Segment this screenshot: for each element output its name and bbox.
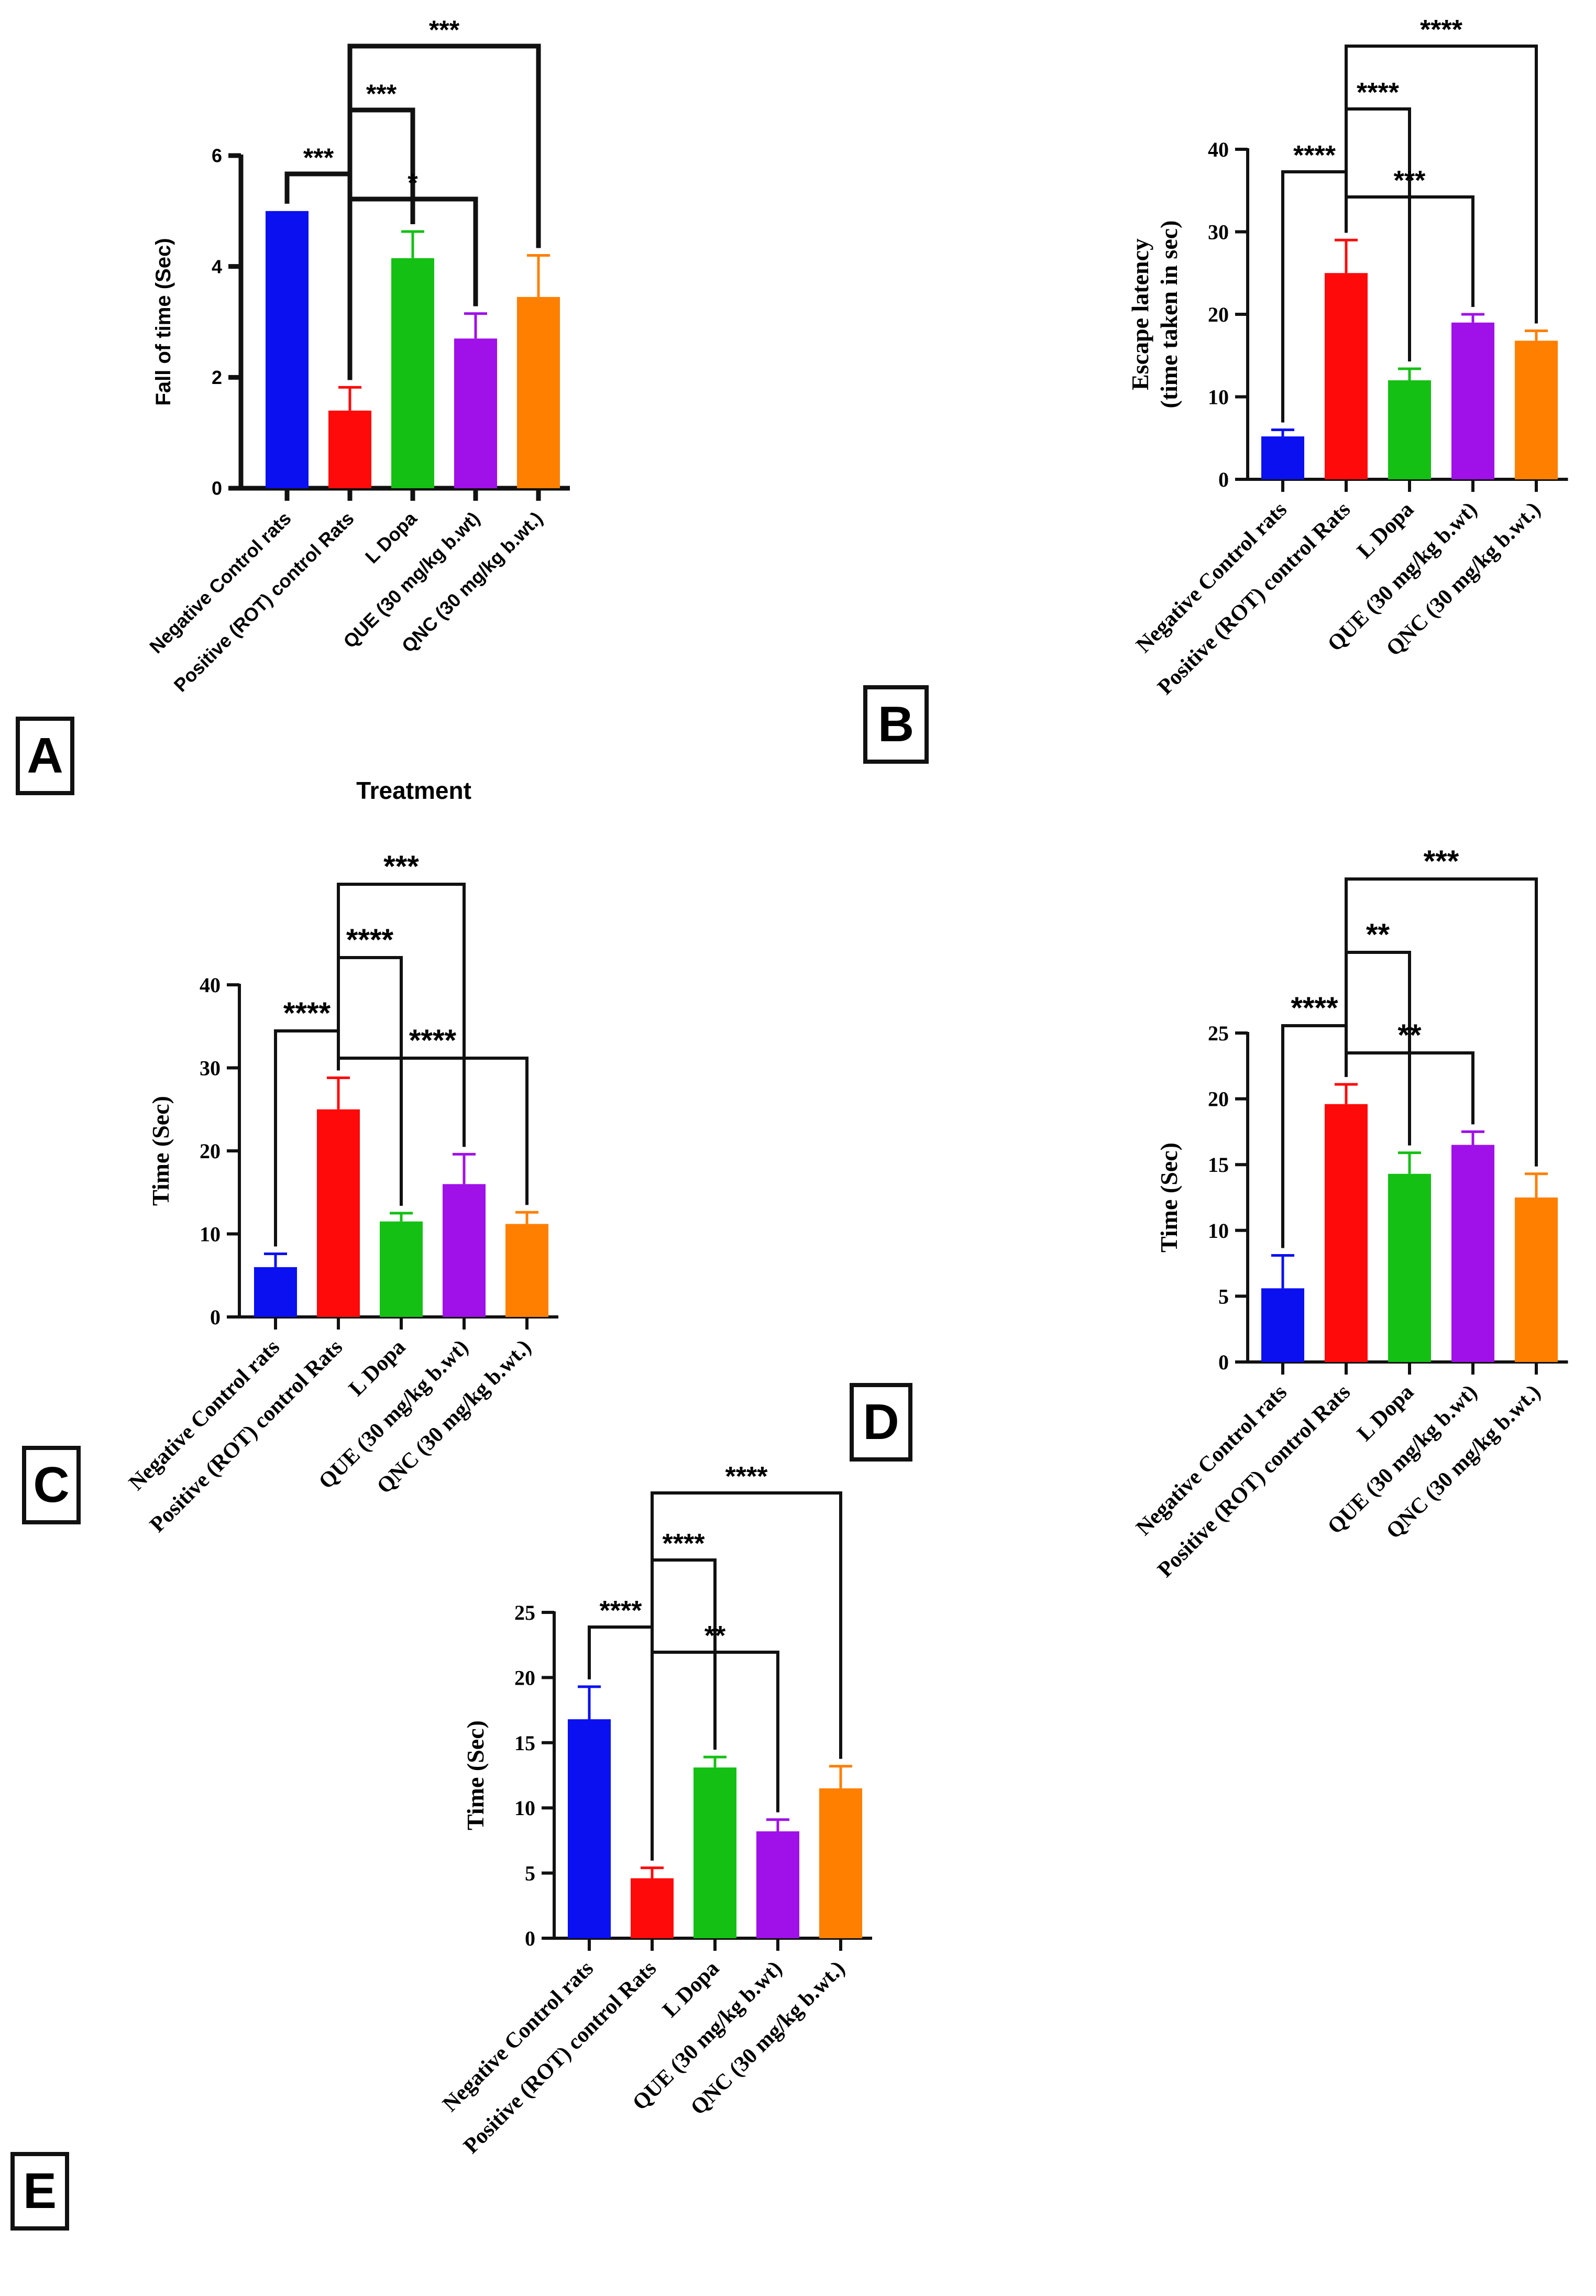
c-bar	[505, 1224, 548, 1317]
b-y-tick-label: 10	[1208, 386, 1229, 409]
b-significance-bracket	[1345, 195, 1474, 307]
b-bar	[1325, 273, 1368, 479]
panel-label-c: C	[22, 1446, 81, 1524]
c-y-tick-label: 30	[200, 1057, 221, 1080]
d-y-tick-label: 15	[1208, 1153, 1229, 1177]
e-bar	[756, 1831, 799, 1938]
d-y-tick-label: 20	[1208, 1087, 1229, 1111]
c-bar	[254, 1267, 297, 1317]
e-bar	[819, 1788, 862, 1938]
b-bar	[1451, 322, 1494, 479]
a-y-axis-label: Fall of time (Sec)	[152, 238, 175, 405]
c-significance-bracket	[274, 1029, 340, 1247]
e-bar	[631, 1878, 674, 1938]
d-significance-bracket	[1345, 951, 1411, 1146]
b-significance-label: ****	[1357, 78, 1400, 108]
c-bar	[380, 1221, 423, 1317]
b-bar	[1261, 436, 1304, 479]
e-y-tick-label: 5	[525, 1862, 535, 1885]
d-bar	[1325, 1104, 1368, 1362]
a-significance-label: ***	[303, 143, 334, 172]
d-y-tick-label: 10	[1208, 1219, 1229, 1243]
d-y-tick-label: 25	[1208, 1021, 1229, 1045]
c-bar	[443, 1184, 486, 1317]
d-bar	[1261, 1288, 1304, 1362]
c-significance-bracket	[337, 1057, 529, 1205]
c-significance-label: ****	[283, 996, 331, 1030]
b-y-axis-label: Escape latency	[1127, 238, 1153, 390]
a-significance-label: ***	[366, 79, 397, 108]
d-y-tick-label: 5	[1218, 1284, 1229, 1308]
d-bar	[1515, 1198, 1558, 1362]
e-significance-bracket	[651, 1651, 779, 1861]
d-bar	[1451, 1145, 1494, 1362]
e-bar	[694, 1767, 736, 1938]
panel-label-d: D	[850, 1383, 912, 1462]
a-bar	[266, 211, 309, 488]
d-significance-label: ****	[1291, 991, 1338, 1025]
c-y-tick-label: 20	[200, 1139, 221, 1163]
b-significance-label: ****	[1293, 140, 1336, 171]
d-significance-label: **	[1397, 1018, 1422, 1052]
b-y-tick-label: 40	[1208, 138, 1229, 161]
d-y-axis-label: Time (Sec)	[1155, 1142, 1182, 1253]
a-bar	[517, 296, 560, 488]
d-significance-label: ***	[1424, 844, 1459, 878]
b-y-tick-label: 0	[1218, 468, 1229, 491]
d-significance-label: **	[1366, 918, 1390, 952]
b-significance-label: ***	[1394, 166, 1426, 196]
c-significance-label: ****	[409, 1024, 457, 1058]
panel-label-e: E	[10, 2152, 69, 2231]
e-bar	[568, 1719, 611, 1938]
e-y-tick-label: 0	[525, 1927, 535, 1950]
a-category-label: L Dopa	[361, 507, 421, 567]
a-y-tick-label: 2	[212, 367, 222, 388]
a-bar	[391, 258, 434, 488]
e-y-tick-label: 25	[514, 1601, 535, 1624]
c-bar	[317, 1109, 360, 1317]
d-y-tick-label: 0	[1218, 1350, 1229, 1374]
e-significance-label: ****	[663, 1529, 706, 1559]
c-significance-bracket	[337, 956, 403, 1206]
c-y-tick-label: 0	[210, 1305, 221, 1329]
c-y-tick-label: 40	[200, 973, 221, 997]
b-bar	[1388, 380, 1431, 479]
b-y-axis-label-2: (time taken in sec)	[1155, 221, 1182, 409]
e-y-axis-label: Time (Sec)	[462, 1720, 489, 1830]
c-y-axis-label: Time (Sec)	[147, 1096, 174, 1206]
a-significance-label: ***	[429, 15, 460, 45]
a-significance-bracket	[347, 196, 478, 380]
a-x-axis-label: Treatment	[356, 777, 471, 804]
b-significance-label: ****	[1420, 15, 1463, 45]
e-significance-label: ****	[600, 1596, 643, 1626]
e-y-tick-label: 20	[514, 1666, 535, 1689]
d-significance-bracket	[1345, 1051, 1474, 1125]
e-y-tick-label: 10	[514, 1796, 535, 1820]
a-y-tick-label: 0	[212, 478, 222, 499]
b-bar	[1515, 340, 1558, 479]
b-y-tick-label: 30	[1208, 221, 1229, 244]
d-significance-bracket	[1281, 1024, 1348, 1248]
c-significance-label: ***	[383, 850, 419, 884]
e-y-tick-label: 15	[514, 1731, 535, 1755]
a-y-tick-label: 4	[212, 256, 222, 277]
panel-label-a: A	[16, 717, 74, 795]
a-bar	[454, 338, 497, 488]
e-significance-label: **	[705, 1621, 726, 1651]
panel-label-b: B	[863, 685, 929, 764]
a-significance-label: *	[408, 168, 418, 197]
c-y-tick-label: 10	[200, 1223, 221, 1246]
a-bar	[328, 410, 371, 488]
a-y-tick-label: 6	[212, 145, 222, 167]
b-y-tick-label: 20	[1208, 303, 1229, 326]
d-bar	[1388, 1173, 1431, 1362]
e-significance-label: ****	[725, 1462, 768, 1492]
c-significance-label: ****	[346, 923, 394, 957]
